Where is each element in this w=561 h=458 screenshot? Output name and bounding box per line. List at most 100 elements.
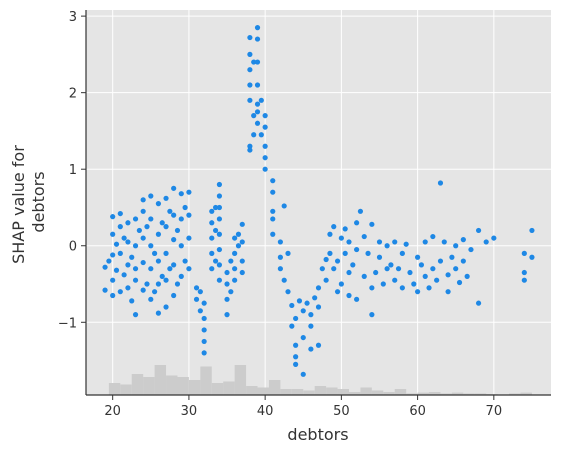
data-point xyxy=(258,97,264,103)
data-point xyxy=(441,239,447,245)
data-point xyxy=(228,258,234,264)
data-point xyxy=(300,371,306,377)
histogram-bar xyxy=(451,392,464,395)
x-tick-label: 20 xyxy=(104,404,121,419)
data-point xyxy=(262,166,268,172)
data-point xyxy=(399,250,405,256)
data-point xyxy=(434,277,440,283)
data-point xyxy=(475,227,482,234)
data-point xyxy=(270,208,276,214)
data-point xyxy=(308,346,314,352)
data-point xyxy=(392,277,398,283)
data-point xyxy=(254,59,261,65)
data-point xyxy=(327,250,333,256)
data-point xyxy=(117,289,123,295)
data-point xyxy=(491,235,497,241)
data-point xyxy=(403,241,409,247)
data-point xyxy=(121,235,127,241)
data-point xyxy=(247,97,253,103)
data-point xyxy=(304,300,310,306)
data-point xyxy=(247,51,253,57)
grid-lines xyxy=(86,10,551,395)
data-point xyxy=(342,226,348,232)
data-point xyxy=(186,266,192,272)
data-point xyxy=(132,277,139,283)
histogram-bar xyxy=(394,389,407,395)
histogram-bar xyxy=(337,389,349,395)
x-tick-label: 40 xyxy=(257,404,274,419)
data-point xyxy=(140,259,146,266)
data-point xyxy=(251,59,257,65)
histogram-bar xyxy=(429,392,441,395)
histogram-bar xyxy=(188,380,201,395)
data-point xyxy=(308,312,314,318)
data-point xyxy=(468,246,474,253)
data-point xyxy=(186,212,192,218)
data-point xyxy=(277,254,283,260)
data-point xyxy=(262,124,268,130)
data-point xyxy=(110,277,116,283)
histogram-bar xyxy=(417,392,430,395)
data-point xyxy=(155,310,162,316)
data-point xyxy=(277,266,283,272)
data-point xyxy=(464,273,470,279)
data-point xyxy=(182,204,188,211)
data-point xyxy=(395,266,402,272)
data-point xyxy=(426,285,432,291)
data-point xyxy=(254,109,261,115)
data-point xyxy=(132,216,139,222)
data-point xyxy=(209,266,215,272)
data-point xyxy=(445,289,451,295)
y-axis-label-line-2: debtors xyxy=(29,171,48,232)
data-point xyxy=(232,235,238,241)
data-point xyxy=(132,243,139,249)
histogram-bar xyxy=(177,377,189,395)
data-point xyxy=(132,266,139,272)
data-point xyxy=(460,237,466,243)
data-point xyxy=(247,82,253,88)
data-point xyxy=(224,281,230,287)
data-point xyxy=(350,262,356,268)
data-point xyxy=(216,193,223,199)
data-point xyxy=(334,258,341,264)
data-point xyxy=(113,241,120,247)
histogram-bar xyxy=(360,387,372,395)
data-point xyxy=(277,239,283,245)
data-point xyxy=(201,338,207,345)
data-point xyxy=(148,243,154,249)
data-point xyxy=(159,220,165,226)
data-point xyxy=(216,231,223,237)
data-point xyxy=(186,235,192,241)
data-point xyxy=(285,289,291,295)
data-point xyxy=(163,250,169,256)
data-point xyxy=(140,197,146,203)
data-point xyxy=(376,239,383,245)
data-point xyxy=(117,250,123,256)
data-point xyxy=(315,342,322,348)
histogram-bar xyxy=(166,375,178,395)
data-point xyxy=(323,256,329,263)
data-point xyxy=(262,155,268,161)
data-point xyxy=(201,327,207,333)
data-point xyxy=(411,281,417,287)
data-point xyxy=(407,269,413,276)
data-point xyxy=(521,277,527,283)
data-point xyxy=(315,285,322,291)
data-point xyxy=(354,246,360,253)
data-point xyxy=(232,266,238,272)
data-point xyxy=(258,132,264,138)
data-point xyxy=(110,252,116,258)
histogram-bar xyxy=(474,393,487,395)
data-point xyxy=(251,113,257,119)
data-point xyxy=(453,266,459,272)
data-point xyxy=(212,227,219,234)
x-tick-label: 50 xyxy=(333,404,350,419)
data-point xyxy=(239,221,245,227)
data-point xyxy=(430,266,436,272)
data-point xyxy=(171,292,177,299)
data-point xyxy=(346,292,352,299)
data-point xyxy=(239,258,245,264)
data-point xyxy=(289,302,295,309)
